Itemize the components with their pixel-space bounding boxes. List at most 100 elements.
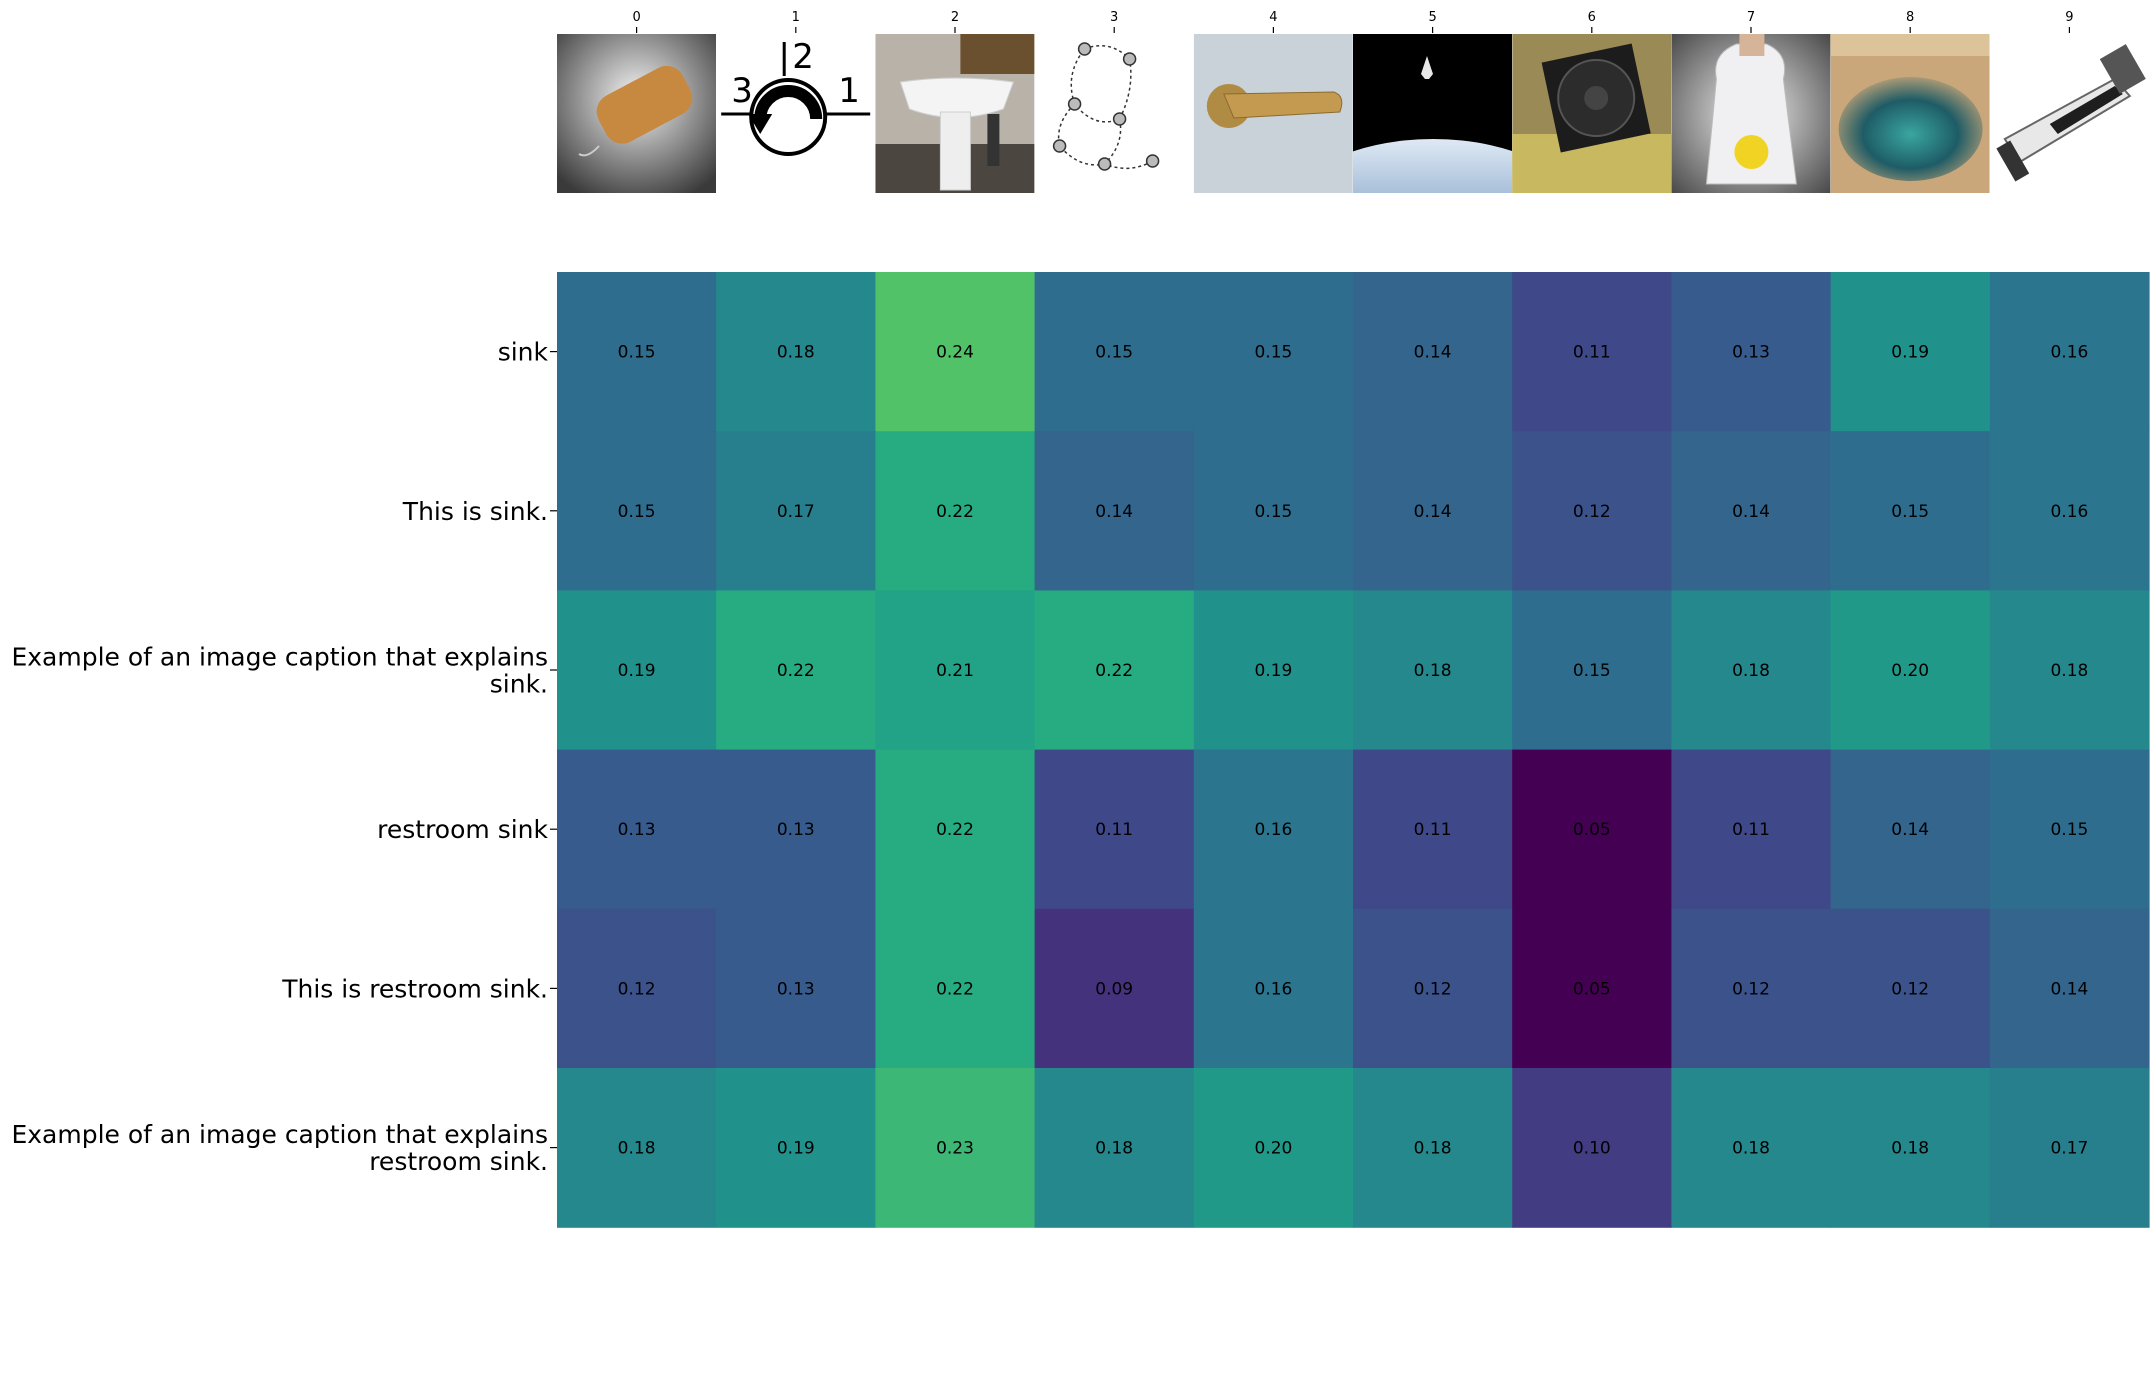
cell-value-label: 0.11: [1095, 820, 1133, 840]
cell-value-label: 0.12: [1414, 979, 1452, 999]
cell-value-label: 0.21: [936, 661, 974, 681]
heatmap-cell: [1671, 590, 1832, 751]
heatmap-cell: [1830, 1068, 1991, 1228]
heatmap-cell: [875, 431, 1036, 591]
heatmap-cell: [1830, 908, 1991, 1069]
heatmap-cell: [716, 749, 876, 910]
x-tick-label: 3: [1110, 10, 1118, 25]
heatmap-cell: [716, 272, 876, 432]
x-axis-top: 0 1 2 3 4 5 6 7 8 9: [632, 10, 2074, 33]
cell-value-label: 0.10: [1573, 1139, 1611, 1159]
svg-text:3: 3: [731, 71, 753, 111]
heatmap-cell: [1512, 908, 1672, 1069]
cell-value-label: 0.18: [1891, 1139, 1929, 1159]
heatmap-cell: [716, 908, 876, 1069]
x-tick-label: 7: [1747, 10, 1755, 25]
pedestal-sink-thumbnail: [875, 34, 1035, 193]
cell-value-label: 0.11: [1732, 820, 1770, 840]
sea-cave-thumbnail: [1830, 34, 1990, 193]
x-tick-label: 9: [2065, 10, 2073, 25]
cell-value-label: 0.15: [618, 343, 656, 363]
heatmap-cell: [557, 1068, 717, 1228]
heatmap-cell: [1989, 590, 2150, 751]
plastic-bag-thumbnail: [1671, 34, 1831, 193]
cell-value-label: 0.13: [777, 979, 815, 999]
cell-value-label: 0.13: [1732, 343, 1770, 363]
cell-value-label: 0.05: [1573, 820, 1611, 840]
cell-value-label: 0.12: [1891, 979, 1929, 999]
y-tick-label: Example of an image caption that explain…: [11, 643, 548, 699]
cell-value-label: 0.18: [1414, 1139, 1452, 1159]
cell-value-label: 0.20: [1254, 1139, 1292, 1159]
heatmap-cell: [557, 431, 717, 591]
cell-value-label: 0.12: [618, 979, 656, 999]
cell-value-label: 0.22: [936, 979, 974, 999]
cell-value-label: 0.14: [2050, 979, 2088, 999]
heatmap-cell: [1989, 1068, 2150, 1228]
y-tick-label: This is restroom sink.: [281, 974, 548, 1003]
x-tick-label: 5: [1428, 10, 1436, 25]
heatmap-cell: [1034, 1068, 1195, 1228]
cell-value-label: 0.22: [777, 661, 815, 681]
x-tick-label: 8: [1906, 10, 1914, 25]
cell-value-label: 0.11: [1414, 820, 1452, 840]
heatmap-cell: [1671, 908, 1832, 1069]
cell-value-label: 0.12: [1732, 979, 1770, 999]
cell-value-label: 0.16: [2050, 502, 2088, 522]
y-tick-label: sink: [498, 338, 549, 367]
cell-value-label: 0.16: [2050, 343, 2088, 363]
rotation-direction-thumbnail: 23 1: [716, 34, 876, 193]
heatmap-cell: [1353, 272, 1513, 432]
heatmap-cell: [1671, 1068, 1832, 1228]
cell-value-label: 0.14: [1095, 502, 1133, 522]
heatmap-cell: [875, 749, 1036, 910]
y-tick-label: restroom sink: [377, 815, 548, 844]
cell-value-label: 0.14: [1732, 502, 1770, 522]
x-tick-label: 0: [632, 10, 640, 25]
cell-value-label: 0.19: [1254, 661, 1292, 681]
heatmap-cell: [716, 431, 876, 591]
cell-value-label: 0.15: [2050, 820, 2088, 840]
heatmap-cell: [1034, 749, 1195, 910]
heatmap-cell: [557, 749, 717, 910]
cell-value-label: 0.16: [1254, 979, 1292, 999]
cell-value-label: 0.13: [777, 820, 815, 840]
heatmap-cell: [875, 908, 1036, 1069]
cell-value-label: 0.15: [1254, 502, 1292, 522]
heatmap-cell: [1193, 590, 1354, 751]
cell-value-label: 0.18: [1095, 1139, 1133, 1159]
heatmap-cell: [557, 908, 717, 1069]
heatmap-cell: [1193, 749, 1354, 910]
computer-cpu-fan-thumbnail: [1512, 34, 1672, 193]
cell-value-label: 0.15: [618, 502, 656, 522]
heatmap-cell: [1512, 1068, 1672, 1228]
cell-value-label: 0.15: [1254, 343, 1292, 363]
cell-value-label: 0.19: [1891, 343, 1929, 363]
svg-text:2: 2: [792, 37, 814, 77]
state-transition-thumbnail: [1034, 34, 1194, 193]
heatmap-cell: [1989, 749, 2150, 910]
heatmap-cell: [1353, 431, 1513, 591]
heatmap-cell: [875, 272, 1036, 432]
razor-thumbnail: [1989, 34, 2149, 193]
cell-value-label: 0.18: [777, 343, 815, 363]
heatmap-cell: [1830, 749, 1991, 910]
heatmap-cell: [1034, 908, 1195, 1069]
heatmap-cell: [1671, 431, 1832, 591]
cell-value-label: 0.14: [1891, 820, 1929, 840]
x-tick-label: 1: [792, 10, 800, 25]
heatmap-cell: [1830, 431, 1991, 591]
cell-value-label: 0.20: [1891, 661, 1929, 681]
cell-value-label: 0.17: [2050, 1139, 2088, 1159]
cell-value-label: 0.22: [936, 820, 974, 840]
door-handle-thumbnail: [1193, 34, 1353, 193]
heatmap-cell: [1034, 272, 1195, 432]
heatmap-cells: 0.15 0.18 0.24 0.15 0.15 0.14 0.11 0.13 0.19 0.16…: [557, 272, 2150, 1228]
heatmap-cell: [1034, 590, 1195, 751]
heatmap-cell: [557, 590, 717, 751]
heatmap-cell: [1671, 272, 1832, 432]
cell-value-label: 0.18: [2050, 661, 2088, 681]
heatmap-cell: [1989, 908, 2150, 1069]
heatmap-cell: [716, 590, 876, 751]
